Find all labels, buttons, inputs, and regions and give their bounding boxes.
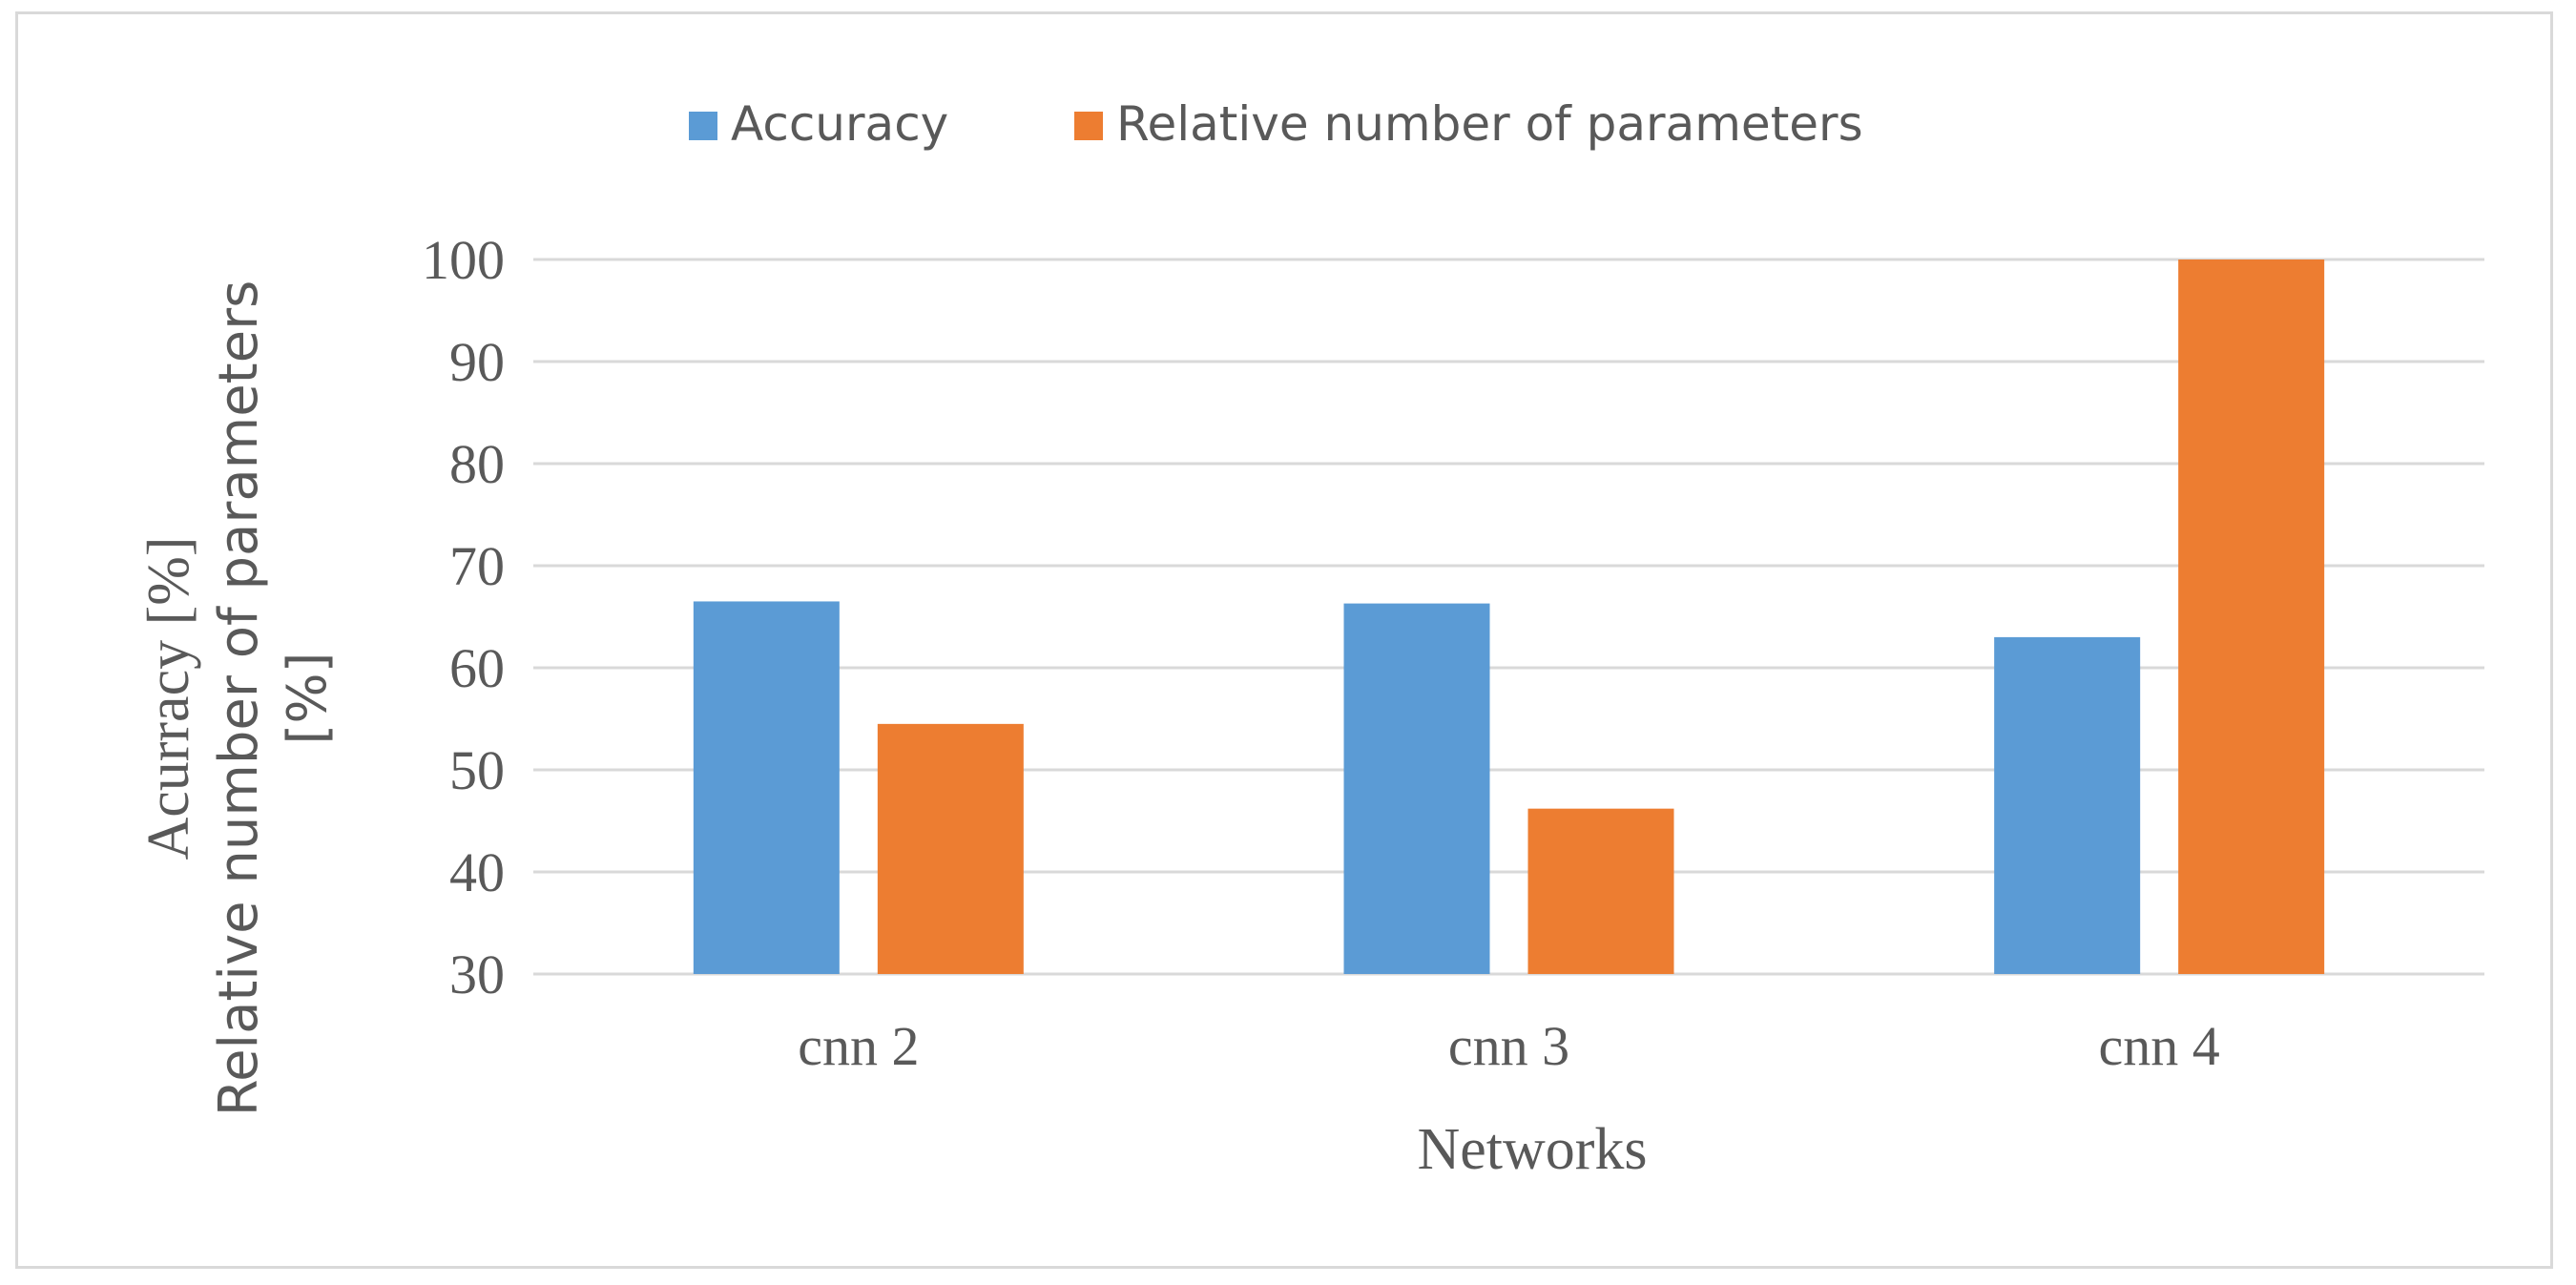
- y-tick-labels: 30 40 50 60 70 80 90 100: [422, 229, 505, 1005]
- x-tick-label: cnn 4: [2099, 1015, 2220, 1077]
- y-axis-label: Acurracy [%] Relative number of paramete…: [136, 280, 339, 1117]
- x-tick-label: cnn 3: [1448, 1015, 1569, 1077]
- bars: [693, 259, 2325, 974]
- y-tick-label: 60: [449, 637, 505, 699]
- x-tick-labels: cnn 2 cnn 3 cnn 4: [798, 1015, 2220, 1077]
- legend-swatch-relative-parameters: [1074, 112, 1103, 140]
- y-tick-label: 30: [449, 943, 505, 1005]
- x-tick-label: cnn 2: [798, 1015, 919, 1077]
- y-axis-label-line-3: [%]: [277, 653, 339, 745]
- chart-frame: 30 40 50 60 70 80 90 100 cnn 2 cnn 3 cnn 4 Accura…: [15, 11, 2553, 1269]
- y-tick-label: 90: [449, 331, 505, 393]
- bar-relative-parameters-cnn-3: [1527, 808, 1674, 974]
- gridlines: [533, 258, 2484, 976]
- bar-accuracy-cnn-3: [1343, 603, 1490, 974]
- y-tick-label: 100: [422, 229, 505, 291]
- bar-accuracy-cnn-4: [1994, 636, 2141, 974]
- legend-label-relative-parameters: Relative number of parameters: [1116, 96, 1863, 152]
- y-axis-label-line-2: Relative number of parameters: [208, 280, 270, 1117]
- legend: Accuracy Relative number of parameters: [689, 96, 1863, 152]
- y-tick-label: 40: [449, 841, 505, 903]
- y-tick-label: 70: [449, 535, 505, 597]
- bar-chart: 30 40 50 60 70 80 90 100 cnn 2 cnn 3 cnn 4 Accura…: [136, 96, 2484, 1182]
- y-tick-label: 50: [449, 739, 505, 801]
- y-tick-label: 80: [449, 433, 505, 495]
- y-axis-label-line-1: Acurracy [%]: [136, 536, 201, 860]
- legend-swatch-accuracy: [689, 112, 717, 140]
- bar-relative-parameters-cnn-4: [2178, 259, 2325, 974]
- bar-accuracy-cnn-2: [693, 601, 840, 974]
- legend-label-accuracy: Accuracy: [731, 96, 948, 152]
- bar-relative-parameters-cnn-2: [877, 723, 1024, 974]
- x-axis-label: Networks: [1417, 1117, 1647, 1182]
